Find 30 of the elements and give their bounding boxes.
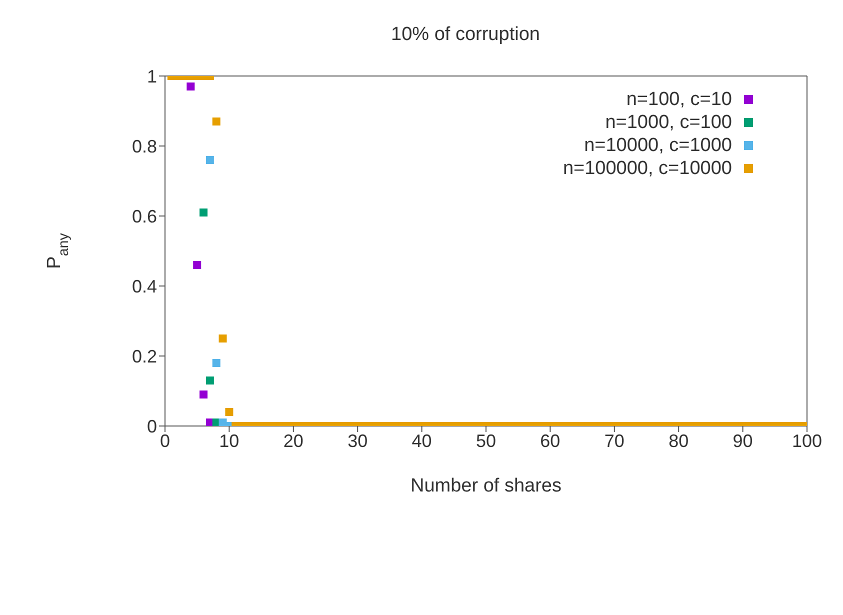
x-tick-label: 60 bbox=[540, 430, 560, 451]
y-tick-label: 0.6 bbox=[132, 206, 157, 226]
legend-label: n=10000, c=1000 bbox=[584, 134, 732, 157]
point bbox=[206, 376, 214, 384]
x-tick-label: 80 bbox=[668, 430, 689, 451]
legend-label: n=100000, c=10000 bbox=[562, 157, 732, 180]
x-tick-label: 70 bbox=[604, 430, 624, 451]
y-tick-label: 1 bbox=[146, 66, 157, 86]
chart-title: 10% of corruption bbox=[391, 24, 540, 45]
x-tick-label: 50 bbox=[476, 430, 496, 451]
y-tick-label: 0.2 bbox=[132, 346, 157, 366]
point bbox=[206, 156, 214, 164]
x-axis-title: Number of shares bbox=[410, 475, 562, 496]
point bbox=[212, 359, 220, 367]
y-tick-label: 0.4 bbox=[132, 276, 157, 296]
legend-label: n=100, c=10 bbox=[626, 88, 732, 111]
point bbox=[200, 208, 208, 216]
y-tick-label: 0 bbox=[146, 416, 157, 436]
x-tick-label: 40 bbox=[412, 430, 432, 451]
point bbox=[186, 82, 195, 90]
y-tick-label: 0.8 bbox=[132, 136, 157, 156]
x-tick-label: 100 bbox=[792, 430, 822, 451]
x-tick-label: 90 bbox=[732, 430, 753, 451]
x-tick-label: 20 bbox=[283, 430, 304, 451]
point bbox=[193, 261, 202, 269]
x-tick-label: 0 bbox=[160, 430, 170, 451]
x-tick-label: 10 bbox=[219, 430, 240, 451]
legend-label: n=1000, c=100 bbox=[605, 111, 732, 134]
x-tick-label: 30 bbox=[348, 430, 368, 451]
point bbox=[200, 390, 208, 398]
